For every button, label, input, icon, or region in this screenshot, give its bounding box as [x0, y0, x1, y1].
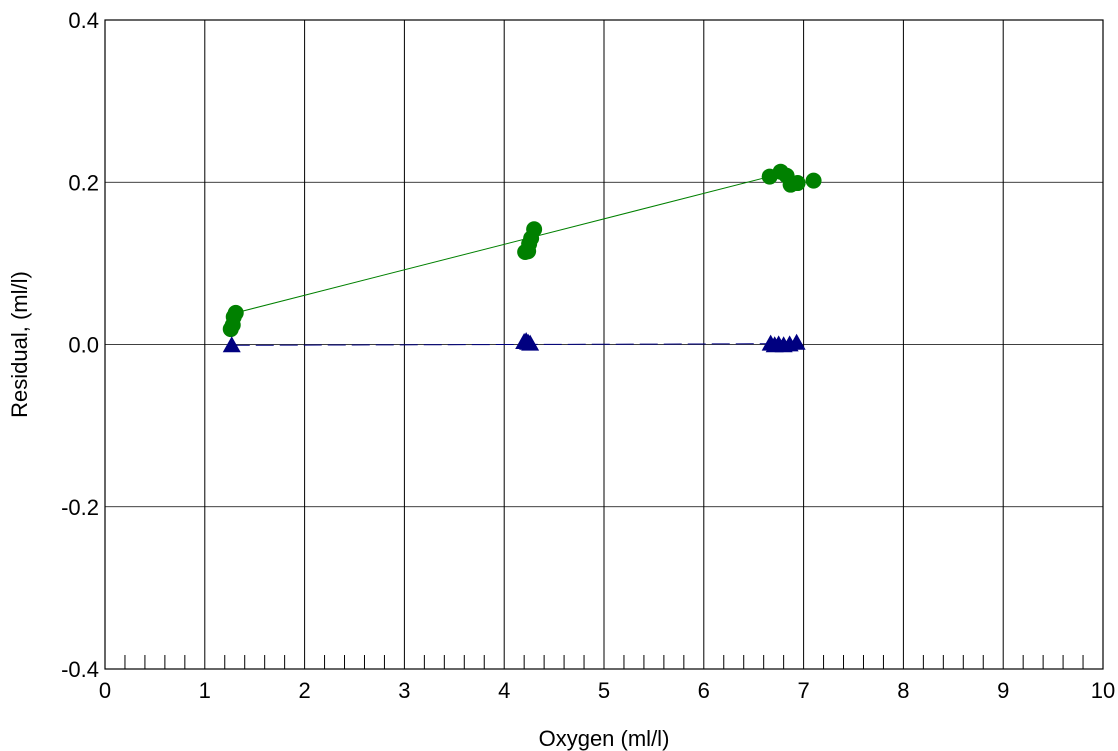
- x-tick-label: 5: [598, 678, 610, 703]
- series-2-point: [222, 336, 241, 353]
- y-tick-label: -0.4: [61, 657, 99, 682]
- y-tick-label: 0.4: [68, 8, 99, 33]
- data-series: [222, 163, 822, 353]
- series-1-point: [227, 304, 244, 321]
- series-1-point: [789, 175, 806, 192]
- x-minor-ticks: [124, 655, 1084, 669]
- x-tick-label: 4: [498, 678, 510, 703]
- y-tick-label: 0.0: [68, 333, 99, 358]
- x-tick-label: 6: [698, 678, 710, 703]
- series-2: [222, 332, 806, 353]
- series-1: [222, 163, 822, 338]
- series-2-point: [787, 333, 806, 350]
- x-tick-label: 10: [1091, 678, 1115, 703]
- x-axis-title: Oxygen (ml/l): [539, 726, 670, 751]
- y-axis-title: Residual, (ml/l): [7, 271, 32, 418]
- series-1-point: [805, 172, 822, 189]
- plot-frame: [104, 19, 1104, 670]
- x-tick-label: 0: [99, 678, 111, 703]
- y-tick-label: -0.2: [61, 495, 99, 520]
- y-tick-labels: -0.4 -0.2 0.0 0.2 0.4: [61, 8, 99, 682]
- x-tick-label: 9: [997, 678, 1009, 703]
- x-tick-label: 1: [199, 678, 211, 703]
- series-1-line: [235, 176, 770, 314]
- series-1-point: [526, 221, 543, 238]
- y-tick-label: 0.2: [68, 170, 99, 195]
- x-tick-label: 7: [797, 678, 809, 703]
- series-2-point: [521, 334, 540, 351]
- x-tick-labels: 0 1 2 3 4 5 6 7 8 9 10: [99, 678, 1115, 703]
- x-tick-label: 2: [298, 678, 310, 703]
- x-tick-label: 3: [398, 678, 410, 703]
- x-tick-label: 8: [897, 678, 909, 703]
- series-2-line: [231, 343, 797, 346]
